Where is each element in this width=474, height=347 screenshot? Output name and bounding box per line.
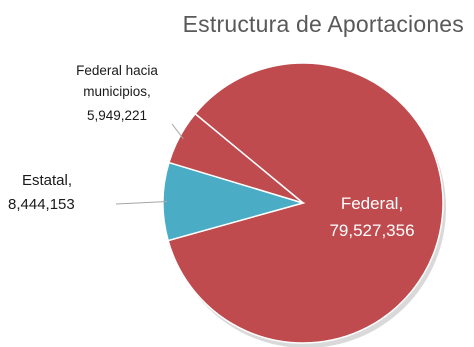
leader-line-municipios (171, 123, 184, 140)
slice-label-federal-name: Federal, (341, 194, 403, 213)
pie-slices (162, 62, 446, 347)
slice-label-municipios-value: 5,949,221 (87, 108, 147, 123)
slice-label-municipios-name-2: municipios, (83, 84, 151, 99)
pie-slice-municipios (168, 112, 304, 204)
slice-label-estatal-name: Estatal, (22, 172, 72, 189)
chart-title: Estructura de Aportaciones (182, 11, 464, 37)
slice-label-estatal-value: 8,444,153 (8, 196, 75, 213)
leader-lines (115, 123, 184, 205)
leader-line-estatal (115, 201, 168, 205)
slice-label-federal-value: 79,527,356 (329, 221, 414, 240)
slice-label-municipios-name-1: Federal hacia (76, 63, 158, 78)
